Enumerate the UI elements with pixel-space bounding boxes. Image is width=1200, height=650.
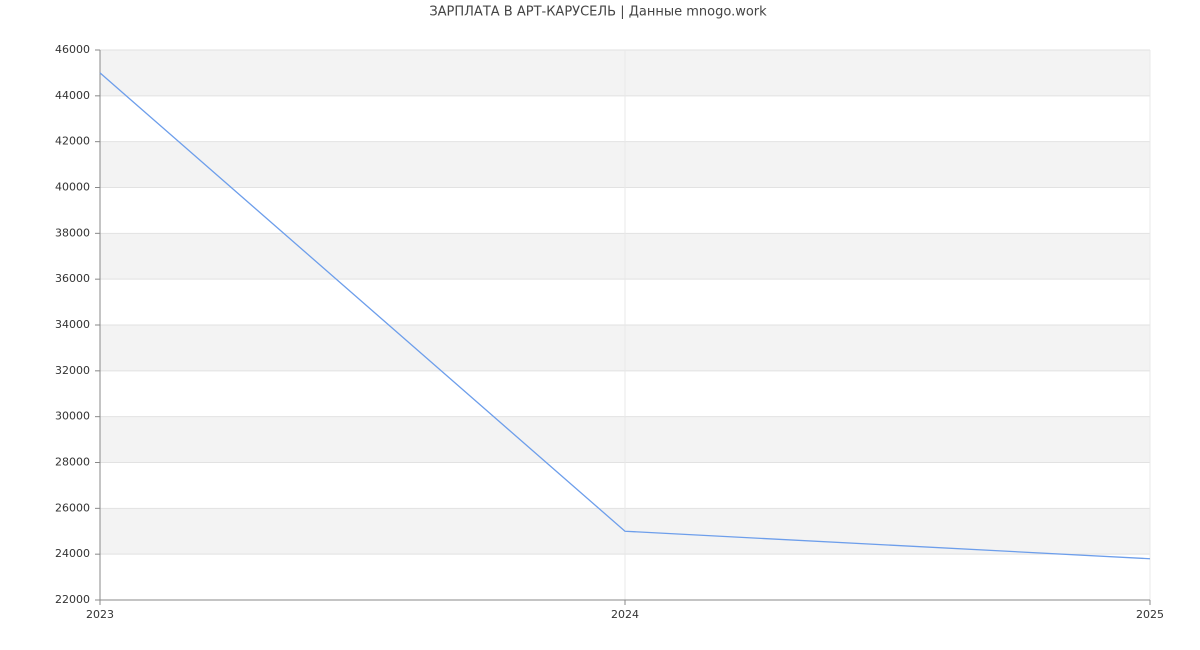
y-tick-label: 42000 [55, 135, 90, 148]
y-tick-label: 40000 [55, 181, 90, 194]
y-tick-label: 32000 [55, 364, 90, 377]
y-tick-label: 22000 [55, 593, 90, 606]
y-tick-label: 24000 [55, 547, 90, 560]
line-series [99, 72, 1151, 560]
x-tick-label: 2024 [611, 608, 639, 621]
x-tick-label: 2025 [1136, 608, 1164, 621]
y-tick-label: 46000 [55, 43, 90, 56]
y-tick-label: 34000 [55, 318, 90, 331]
y-tick-label: 44000 [55, 89, 90, 102]
y-tick-label: 26000 [55, 501, 90, 514]
y-tick-label: 30000 [55, 410, 90, 423]
y-tick-label: 36000 [55, 272, 90, 285]
x-tick-label: 2023 [86, 608, 114, 621]
y-tick-label: 38000 [55, 226, 90, 239]
y-tick-label: 28000 [55, 456, 90, 469]
chart-title: ЗАРПЛАТА В АРТ-КАРУСЕЛЬ | Данные mnogo.w… [429, 5, 767, 20]
